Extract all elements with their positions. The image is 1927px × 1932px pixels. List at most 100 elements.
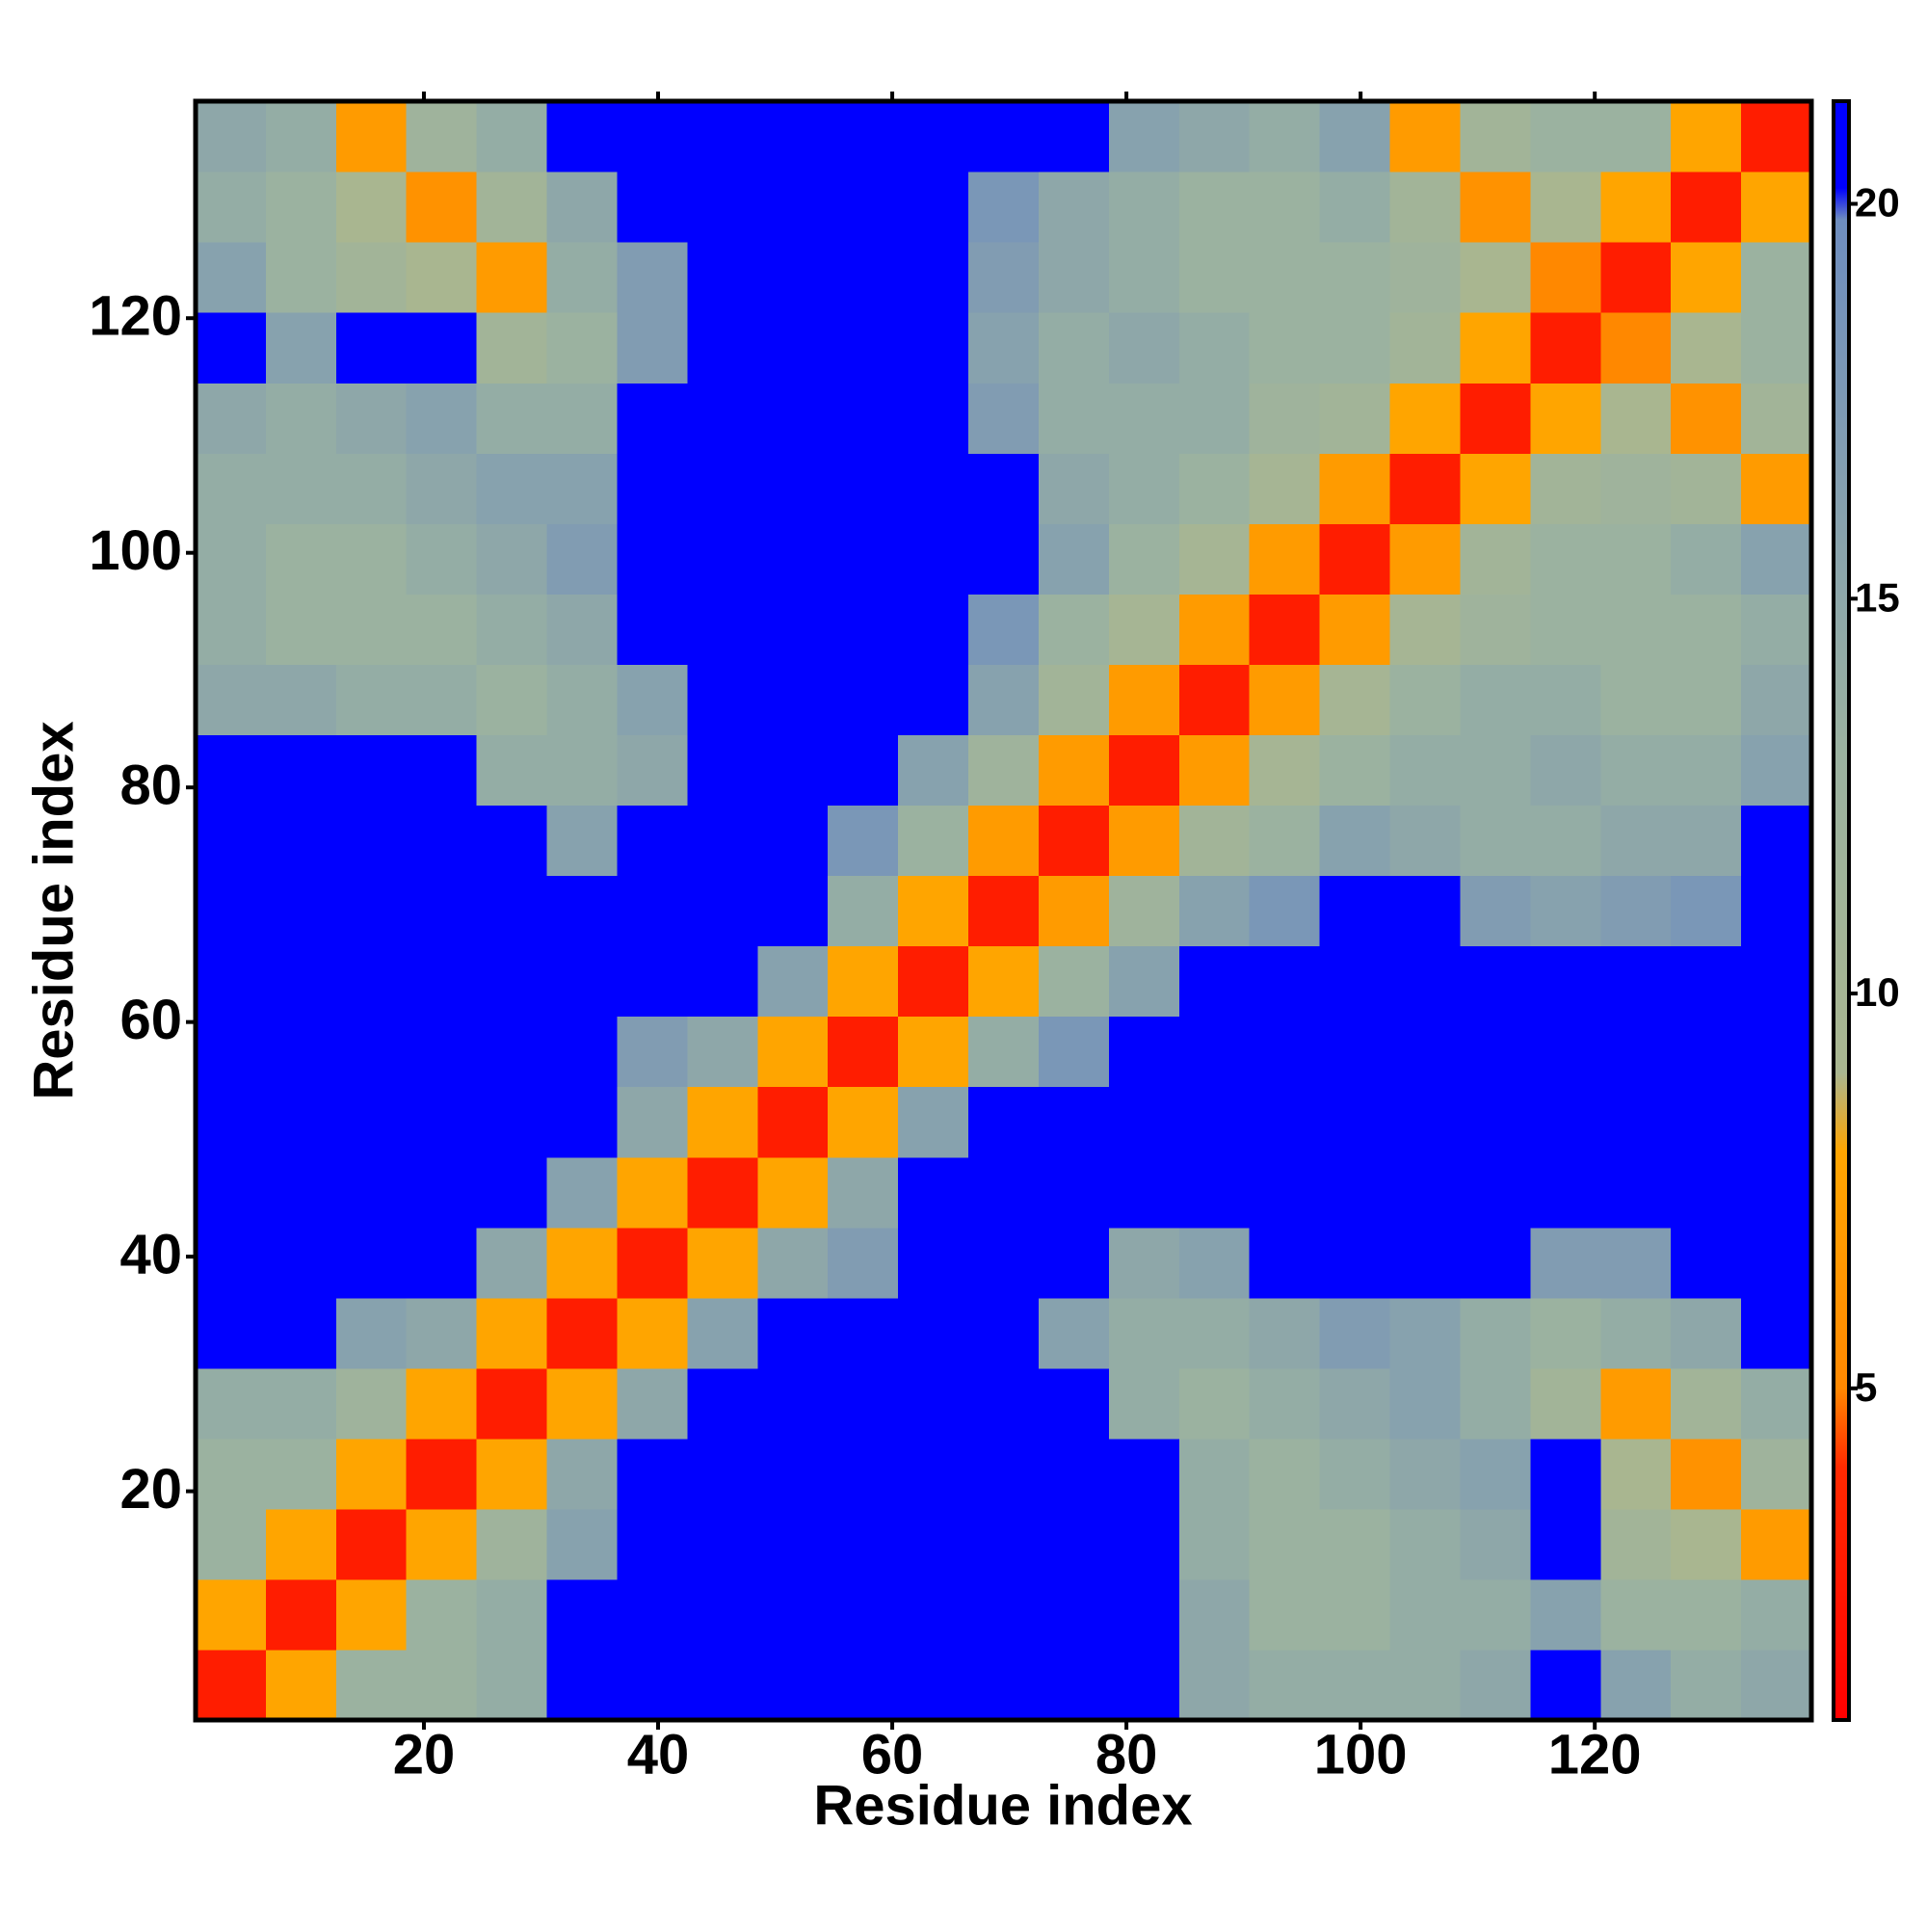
heatmap-cell — [1530, 383, 1601, 454]
heatmap-cell — [1178, 664, 1251, 735]
y-axis-label: Residue index — [22, 721, 85, 1099]
heatmap-cell — [1460, 664, 1531, 735]
heatmap-cell — [1108, 523, 1180, 595]
heatmap-cell — [196, 1227, 267, 1299]
heatmap-cell — [687, 594, 758, 665]
heatmap-cell — [1389, 383, 1462, 454]
heatmap-cell — [968, 1438, 1040, 1510]
heatmap-cell — [1600, 1086, 1672, 1158]
heatmap-cell — [898, 1227, 969, 1299]
heatmap-cell — [687, 664, 758, 735]
heatmap-cell — [1178, 1227, 1251, 1299]
heatmap-cell — [546, 242, 619, 313]
heatmap-cell — [196, 523, 267, 595]
heatmap-cell — [406, 172, 478, 243]
heatmap-cell — [1038, 1086, 1110, 1158]
heatmap-cell — [898, 875, 969, 947]
heatmap-cell — [1108, 664, 1180, 735]
heatmap-cell — [265, 312, 337, 384]
heatmap-cell — [476, 1649, 548, 1721]
heatmap-cell — [335, 734, 408, 807]
heatmap-cell — [968, 734, 1040, 807]
heatmap-cell — [1389, 1578, 1462, 1651]
heatmap-cell — [1460, 453, 1531, 524]
heatmap-cell — [1671, 453, 1742, 524]
heatmap-cell — [546, 1086, 619, 1158]
heatmap-cell — [1671, 383, 1742, 454]
x-axis-label: Residue index — [813, 1774, 1192, 1837]
heatmap-cell — [617, 945, 688, 1018]
heatmap-cell — [1319, 945, 1391, 1018]
heatmap-cell — [1460, 734, 1531, 807]
heatmap-cell — [1741, 453, 1812, 524]
heatmap-cell — [1600, 945, 1672, 1018]
heatmap-cell — [1249, 242, 1321, 313]
heatmap-cell — [406, 383, 478, 454]
heatmap-cell — [546, 1649, 619, 1721]
heatmap-cell — [1038, 1649, 1110, 1721]
heatmap-cell — [1319, 734, 1391, 807]
heatmap-cell — [1741, 101, 1812, 172]
heatmap-cell — [1249, 734, 1321, 807]
heatmap-cell — [265, 1227, 337, 1299]
heatmap-cell — [1319, 1438, 1391, 1510]
heatmap-cell — [828, 172, 899, 243]
heatmap-cell — [1178, 1649, 1251, 1721]
heatmap-cell — [196, 805, 267, 877]
heatmap-cell — [617, 1578, 688, 1651]
heatmap-cell — [1319, 1016, 1391, 1088]
heatmap-cell — [1671, 1578, 1742, 1651]
heatmap-cell — [265, 1508, 337, 1580]
heatmap-cell — [1178, 1156, 1251, 1229]
heatmap-cell — [898, 594, 969, 665]
heatmap-cell — [1108, 734, 1180, 807]
heatmap-cell — [1460, 1016, 1531, 1088]
heatmap-cell — [546, 453, 619, 524]
heatmap-cell — [1460, 1508, 1531, 1580]
heatmap-cell — [1178, 1438, 1251, 1510]
heatmap-cell — [1741, 242, 1812, 313]
heatmap-cell — [1319, 1156, 1391, 1229]
heatmap-cell — [1671, 1016, 1742, 1088]
heatmap-cell — [1249, 172, 1321, 243]
heatmap-cell — [196, 172, 267, 243]
heatmap-cell — [335, 945, 408, 1018]
heatmap-cell — [1319, 1227, 1391, 1299]
heatmap-cell — [617, 172, 688, 243]
heatmap-cell — [968, 383, 1040, 454]
heatmap-cell — [687, 453, 758, 524]
heatmap-cell — [1108, 383, 1180, 454]
heatmap-cell — [617, 1156, 688, 1229]
heatmap-cell — [1249, 805, 1321, 877]
heatmap-cell — [1249, 312, 1321, 384]
heatmap-cell — [757, 734, 829, 807]
heatmap-cell — [546, 1438, 619, 1510]
heatmap-cell — [968, 242, 1040, 313]
heatmap-cell — [1600, 805, 1672, 877]
heatmap-cell — [687, 101, 758, 172]
x-tick-label: 120 — [1548, 1723, 1642, 1786]
heatmap-cell — [406, 805, 478, 877]
heatmap-cell — [1249, 1227, 1321, 1299]
heatmap-cell — [1178, 1086, 1251, 1158]
heatmap-cell — [1741, 1578, 1812, 1651]
heatmap-cell — [196, 1578, 267, 1651]
heatmap-cell — [1600, 453, 1672, 524]
heatmap-cell — [1460, 1367, 1531, 1440]
heatmap-cell — [1600, 594, 1672, 665]
heatmap-cell — [757, 1227, 829, 1299]
heatmap-cell — [265, 875, 337, 947]
heatmap-cell — [968, 312, 1040, 384]
heatmap-cell — [1108, 1508, 1180, 1580]
heatmap-cell — [1460, 383, 1531, 454]
heatmap-cell — [1038, 594, 1110, 665]
heatmap-cell — [196, 1297, 267, 1369]
heatmap-cell — [1178, 523, 1251, 595]
heatmap-cell — [476, 523, 548, 595]
heatmap-cell — [1319, 875, 1391, 947]
heatmap-cell — [1460, 523, 1531, 595]
heatmap-cell — [546, 945, 619, 1018]
heatmap-cell — [406, 1649, 478, 1721]
heatmap-cell — [1178, 805, 1251, 877]
heatmap-cell — [757, 453, 829, 524]
